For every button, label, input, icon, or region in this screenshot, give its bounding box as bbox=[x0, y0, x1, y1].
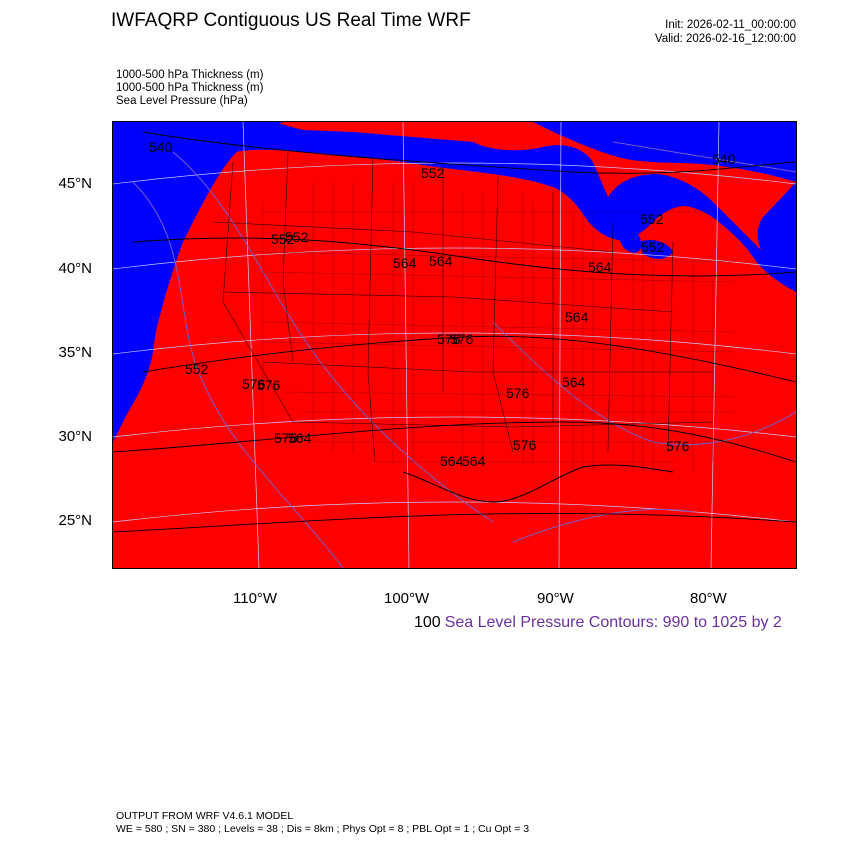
gulf-coast bbox=[402, 464, 674, 503]
legend-lead: 100 bbox=[414, 614, 441, 631]
lon-label-90w: 90°W bbox=[537, 590, 574, 607]
contour-label: 576 bbox=[666, 438, 690, 454]
lat-label-30: 30°N bbox=[58, 428, 92, 445]
contour-label: 576 bbox=[257, 377, 281, 393]
atlantic-water bbox=[757, 182, 796, 282]
contour-label: 564 bbox=[440, 453, 464, 469]
field-label-slp: Sea Level Pressure (hPa) bbox=[116, 95, 248, 107]
contour-label: 552 bbox=[285, 229, 309, 245]
contour-label: 552 bbox=[421, 165, 445, 181]
contour-label: 552 bbox=[640, 211, 664, 227]
lat-label-25: 25°N bbox=[58, 512, 92, 529]
lon-label-110w: 110°W bbox=[233, 590, 278, 607]
lon-label-80w: 80°W bbox=[690, 590, 727, 607]
contour-legend: 100 Sea Level Pressure Contours: 990 to 1… bbox=[414, 614, 782, 632]
contour-label: 576 bbox=[506, 385, 530, 401]
contour-label: 564 bbox=[565, 309, 589, 325]
field-label-thickness-2: 1000-500 hPa Thickness (m) bbox=[116, 82, 264, 94]
plot-title: IWFAQRP Contiguous US Real Time WRF bbox=[111, 10, 471, 31]
contour-label: 576 bbox=[513, 437, 537, 453]
map-panel: 552 552 564 564 564 552 552 552 576 576 564 576 576 5… bbox=[112, 121, 797, 569]
contour-label: 564 bbox=[562, 374, 586, 390]
northern-water bbox=[113, 122, 283, 427]
contour-label: 552 bbox=[271, 231, 295, 247]
footer-model: OUTPUT FROM WRF V4.6.1 MODEL bbox=[116, 810, 294, 822]
footer-config: WE = 580 ; SN = 380 ; Levels = 38 ; Dis … bbox=[116, 823, 530, 835]
field-label-thickness-1: 1000-500 hPa Thickness (m) bbox=[116, 69, 264, 81]
contour-label: 576 bbox=[274, 430, 298, 446]
init-time: Init: 2026-02-11_00:00:00 bbox=[665, 19, 796, 31]
contour-label: 576 bbox=[450, 331, 474, 347]
conus-land bbox=[113, 149, 796, 568]
county-boundaries bbox=[262, 182, 734, 472]
pressure-contours bbox=[132, 141, 796, 568]
contour-label: 576 bbox=[242, 376, 266, 392]
contour-label: 564 bbox=[462, 453, 486, 469]
lon-label-100w: 100°W bbox=[384, 590, 430, 607]
contour-label: 564 bbox=[288, 430, 312, 446]
contour-label: 552 bbox=[185, 361, 209, 377]
contour-label: 564 bbox=[429, 253, 453, 269]
valid-time: Valid: 2026-02-16_12:00:00 bbox=[654, 33, 796, 45]
lat-label-35: 35°N bbox=[58, 344, 92, 361]
graticule bbox=[113, 122, 796, 568]
lat-label-45: 45°N bbox=[58, 175, 92, 192]
contour-label: 564 bbox=[588, 259, 612, 275]
contour-label: 576 bbox=[437, 331, 461, 347]
contour-label: 540 bbox=[712, 151, 736, 167]
legend-description: Sea Level Pressure Contours: 990 to 1025… bbox=[444, 614, 782, 631]
land-mass bbox=[113, 122, 796, 282]
canada-water bbox=[533, 122, 796, 182]
lat-label-40: 40°N bbox=[58, 260, 92, 277]
contour-label: 540 bbox=[149, 139, 173, 155]
contour-label: 552 bbox=[641, 239, 665, 255]
contour-label: 564 bbox=[393, 255, 417, 271]
